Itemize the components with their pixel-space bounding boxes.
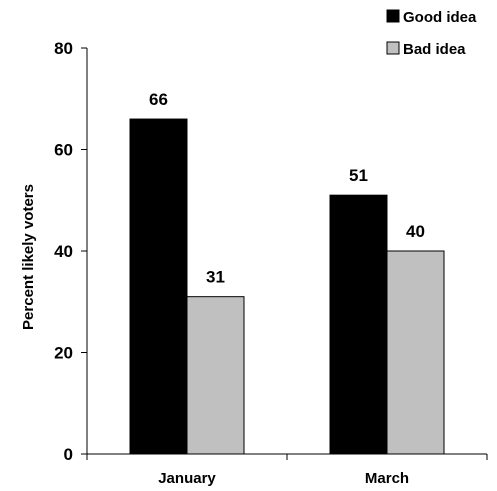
bar-bad-idea-march	[386, 250, 445, 455]
y-axis-title: Percent likely voters	[20, 184, 37, 330]
bars: 66 31 51 40	[129, 90, 445, 455]
y-tick-label: 60	[54, 141, 73, 160]
bar-bad-idea-january	[186, 296, 245, 455]
legend: Good idea Bad idea	[386, 9, 477, 58]
x-axis: January March	[86, 453, 488, 487]
legend-label: Bad idea	[403, 41, 466, 58]
data-label: 66	[149, 90, 168, 109]
y-axis: 0 20 40 60 80	[54, 39, 88, 464]
legend-swatch-bad-idea	[386, 41, 400, 55]
x-category-label: March	[365, 470, 409, 487]
bar-good-idea-january	[129, 118, 188, 455]
data-label: 51	[349, 166, 368, 185]
y-tick-label: 0	[64, 445, 73, 464]
y-tick-label: 80	[54, 39, 73, 58]
bar-good-idea-march	[329, 194, 388, 455]
legend-swatch-good-idea	[386, 9, 400, 23]
legend-label: Good idea	[403, 9, 477, 26]
data-label: 40	[406, 222, 425, 241]
y-tick-label: 20	[54, 344, 73, 363]
x-category-label: January	[158, 470, 216, 487]
data-label: 31	[206, 268, 225, 287]
y-tick-label: 40	[54, 242, 73, 261]
